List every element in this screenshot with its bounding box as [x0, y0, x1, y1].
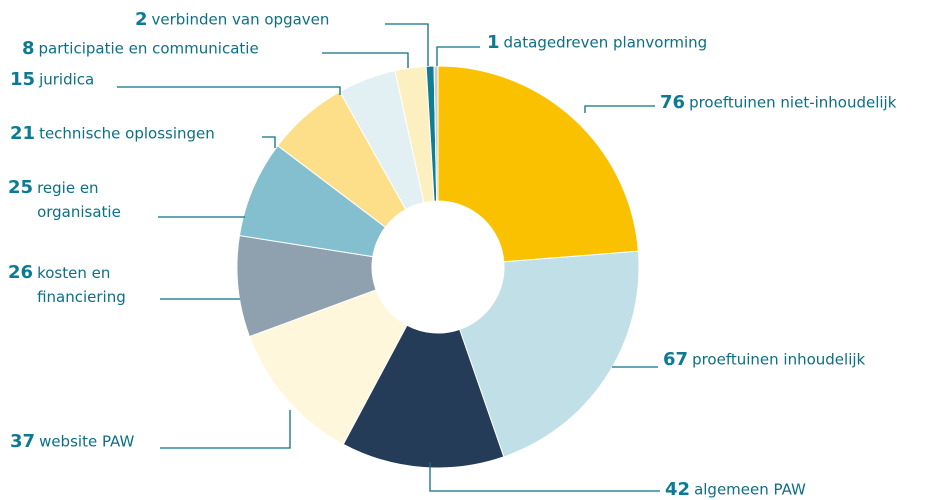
value-label: 1 [487, 32, 500, 53]
value-label: 21 [10, 123, 35, 144]
value-label: 37 [10, 431, 35, 452]
leader-line [436, 46, 480, 66]
category-label: verbinden van opgaven [152, 11, 330, 29]
value-label: 67 [663, 349, 688, 370]
label-line: financiering [37, 288, 126, 306]
leader-line [322, 52, 409, 68]
slice [458, 250, 640, 458]
leader-line [584, 105, 655, 113]
slice [433, 65, 439, 202]
slice [248, 289, 408, 445]
category-label: technische oplossingen [39, 125, 215, 143]
leader-line [160, 410, 291, 449]
slice [437, 65, 639, 263]
category-label: website PAW [39, 433, 134, 451]
leader-line [429, 462, 660, 492]
category-label: regie en organisatie [37, 179, 121, 221]
leader-line [385, 23, 429, 66]
value-label: 2 [135, 9, 148, 30]
value-label: 8 [22, 38, 35, 59]
category-label: datagedreven planvorming [504, 34, 708, 52]
label-line: organisatie [37, 203, 121, 221]
category-label: algemeen PAW [694, 481, 806, 499]
leader-line [262, 136, 276, 148]
category-label: proeftuinen niet-inhoudelijk [689, 94, 897, 112]
value-label: 25 [8, 177, 33, 198]
category-label: proeftuinen inhoudelijk [692, 351, 865, 369]
value-label: 15 [10, 69, 35, 90]
category-label: kosten en financiering [37, 264, 126, 306]
value-label: 26 [8, 262, 33, 283]
label-line: regie en [37, 179, 99, 197]
value-label: 42 [665, 479, 690, 500]
category-label: juridica [38, 71, 94, 89]
slice [342, 324, 505, 469]
category-label: participatie en communicatie [39, 40, 259, 58]
label-line: kosten en [37, 264, 110, 282]
value-label: 76 [660, 92, 685, 113]
leader-line [117, 86, 341, 95]
